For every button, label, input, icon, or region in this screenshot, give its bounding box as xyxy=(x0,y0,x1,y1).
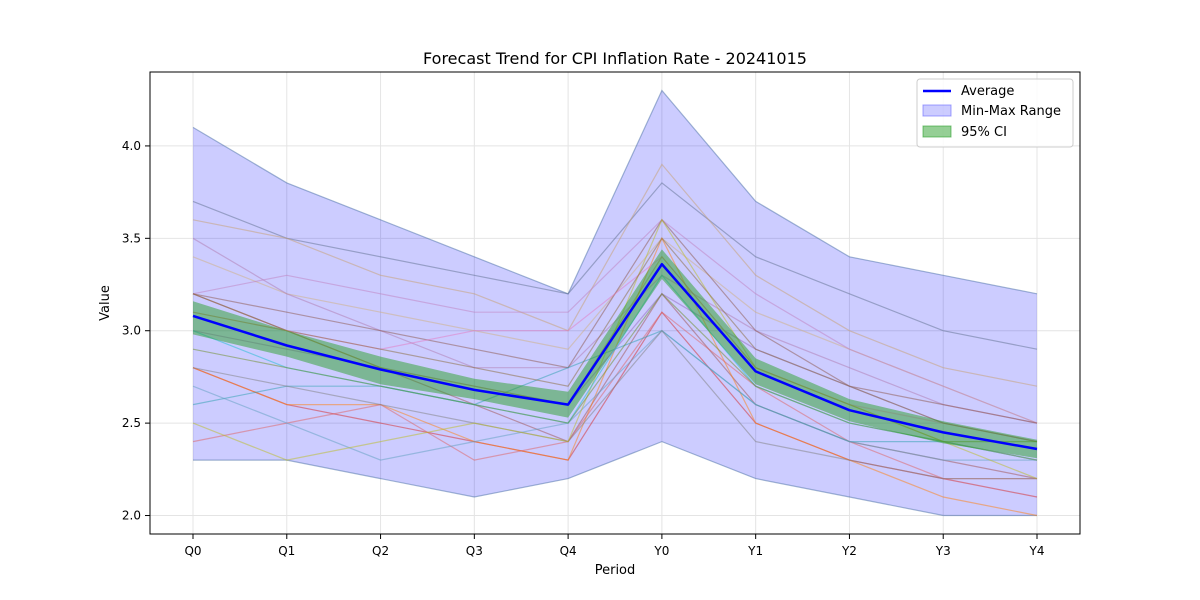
forecaster-line xyxy=(192,89,1038,295)
y-tick-label: 2.0 xyxy=(122,509,141,523)
forecaster-line xyxy=(193,440,1037,517)
x-axis-ticks: Q0 Q1 Q2 Q3 Q4 Y0 Y1 Y2 Y3 Y4 xyxy=(184,534,1044,558)
x-axis-label: Period xyxy=(595,563,636,578)
average-line-layer xyxy=(192,262,1038,451)
forecaster-line xyxy=(192,292,1037,443)
y-axis-label: Value xyxy=(98,285,113,321)
x-tick-label: Y1 xyxy=(747,544,763,558)
legend-range-label: Min-Max Range xyxy=(961,104,1061,119)
forecaster-line xyxy=(192,219,1038,424)
x-tick-label: Y2 xyxy=(841,544,857,558)
forecaster-line xyxy=(192,329,1037,461)
x-tick-label: Q3 xyxy=(466,544,483,558)
legend-ci-label: 95% CI xyxy=(961,125,1007,140)
legend-average-label: Average xyxy=(961,84,1014,99)
x-tick-label: Q2 xyxy=(372,544,389,558)
forecaster-line xyxy=(192,329,1037,480)
ci-band xyxy=(193,249,1037,459)
x-tick-label: Y0 xyxy=(653,544,669,558)
x-tick-label: Q1 xyxy=(278,544,295,558)
legend-range-swatch xyxy=(922,104,952,117)
y-tick-label: 2.5 xyxy=(122,416,141,430)
forecaster-line xyxy=(192,182,1038,350)
plot-frame xyxy=(149,71,1081,535)
x-tick-label: Q0 xyxy=(184,544,201,558)
forecaster-line xyxy=(192,237,1038,443)
forecaster-line xyxy=(192,163,1038,387)
confidence-interval-layer xyxy=(193,249,1037,459)
average-line xyxy=(192,262,1038,451)
legend: Average Min-Max Range 95% CI xyxy=(916,78,1074,148)
legend-box xyxy=(916,78,1074,148)
x-tick-label: Y3 xyxy=(935,544,951,558)
x-tick-label: Y4 xyxy=(1029,544,1045,558)
min-max-range-layer xyxy=(193,90,1037,516)
legend-ci-swatch xyxy=(922,125,952,138)
x-tick-label: Q4 xyxy=(560,544,577,558)
y-tick-label: 3.0 xyxy=(122,324,141,338)
chart-title: Forecast Trend for CPI Inflation Rate - … xyxy=(423,49,807,68)
y-tick-label: 4.0 xyxy=(122,139,141,153)
y-axis-ticks: 2.0 2.5 3.0 3.5 4.0 xyxy=(122,139,150,523)
y-tick-label: 3.5 xyxy=(122,231,141,245)
min-max-range-band xyxy=(193,90,1037,516)
